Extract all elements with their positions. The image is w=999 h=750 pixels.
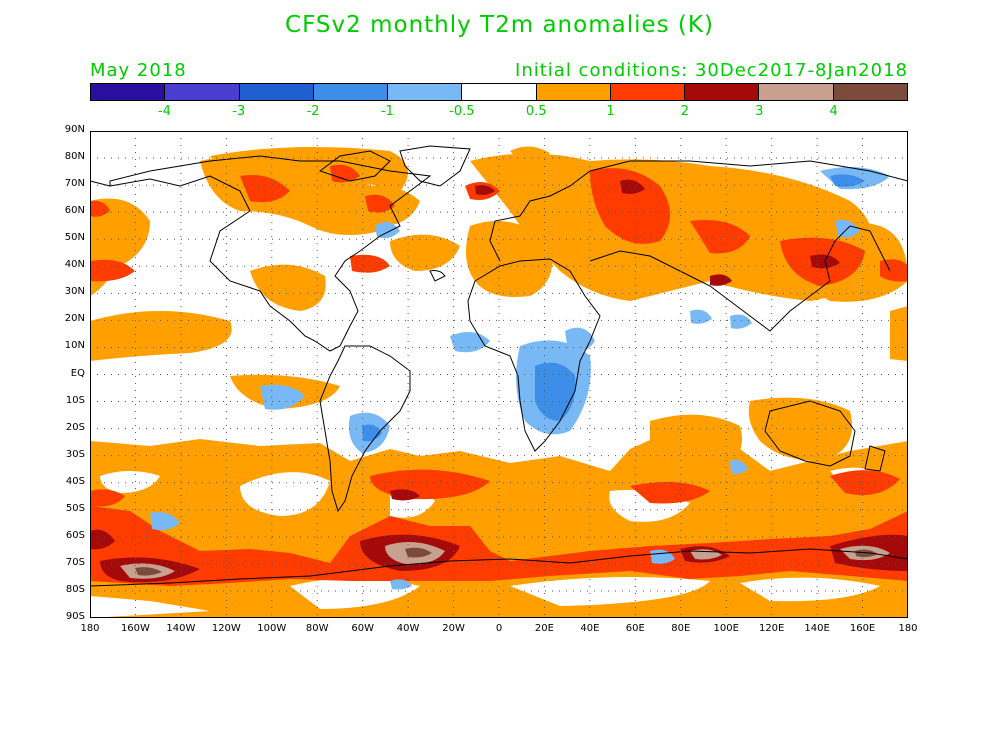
colorbar-swatch <box>833 84 907 100</box>
longitude-label: 120W <box>211 623 241 634</box>
longitude-label: 40E <box>580 623 600 634</box>
anomaly-map-svg <box>90 131 908 618</box>
longitude-label: 100E <box>713 623 739 634</box>
longitude-label: 160W <box>120 623 150 634</box>
longitude-label: 20W <box>442 623 465 634</box>
latitude-label: 50N <box>64 232 85 244</box>
map-title: CFSv2 monthly T2m anomalies (K) <box>285 12 714 38</box>
colorbar-label: -3 <box>232 104 246 119</box>
colorbar-swatch <box>239 84 314 100</box>
latitude-label: 30N <box>64 286 85 298</box>
colorbar-label: -2 <box>306 104 320 119</box>
longitude-label: 180 <box>898 623 918 634</box>
latitude-label: 50S <box>65 502 85 514</box>
colorbar-swatch <box>536 84 611 100</box>
colorbar-swatch <box>759 84 834 100</box>
latitude-label: 80S <box>65 583 85 595</box>
colorbar-label: -4 <box>157 104 171 119</box>
longitude-label: 20E <box>534 623 554 634</box>
latitude-label: 10S <box>65 394 85 406</box>
longitude-label: 140W <box>166 623 196 634</box>
longitude-label: 160E <box>849 623 876 634</box>
colorbar-swatch <box>388 84 463 100</box>
latitude-label: 20N <box>64 313 85 325</box>
longitude-label: 60W <box>351 623 374 634</box>
colorbar-labels: -4 -3 -2 -1 -0.5 0.5 1 2 3 4 <box>90 104 908 122</box>
colorbar <box>90 83 908 101</box>
colorbar-swatch <box>91 84 166 100</box>
longitude-label: 120E <box>758 623 785 634</box>
longitude-label: 140E <box>804 623 830 634</box>
latitude-label: 40S <box>65 475 85 487</box>
latitude-label: 20S <box>65 421 85 433</box>
cool-anomalies <box>150 167 890 590</box>
colorbar-label: 2 <box>680 104 690 119</box>
longitude-label: 80W <box>305 623 329 634</box>
colorbar-swatch <box>313 84 389 100</box>
colorbar-label: 4 <box>829 104 838 119</box>
colorbar-label: -1 <box>380 104 394 119</box>
longitude-label: 40W <box>396 623 420 634</box>
longitude-label: 180 <box>80 623 100 634</box>
colorbar-swatch <box>685 84 760 100</box>
latitude-label: 60S <box>65 529 85 541</box>
latitude-label: 30S <box>65 448 85 460</box>
latitude-label: 90N <box>64 124 85 135</box>
colorbar-label: 0.5 <box>525 104 547 119</box>
longitude-label: 60E <box>625 623 645 634</box>
latitude-label: 90S <box>65 611 85 622</box>
longitude-label: 80E <box>671 623 691 634</box>
colorbar-label: 1 <box>606 104 615 119</box>
longitude-label: 0 <box>495 623 503 634</box>
longitude-label: 100W <box>257 623 287 634</box>
colorbar-swatch <box>462 84 537 100</box>
latitude-label: 40N <box>64 259 85 271</box>
northern-strong <box>90 164 908 286</box>
colorbar-swatch <box>165 84 240 100</box>
initial-conditions: Initial conditions: 30Dec2017-8Jan2018 <box>515 60 908 81</box>
colorbar-swatch <box>610 84 686 100</box>
map-frame <box>90 131 908 618</box>
latitude-label: 60N <box>64 205 85 217</box>
latitude-label: 70S <box>65 556 85 568</box>
forecast-month: May 2018 <box>90 60 187 81</box>
coastlines <box>90 145 908 587</box>
latitude-label: 10N <box>64 340 85 352</box>
colorbar-label: 3 <box>755 104 764 119</box>
anomaly-map <box>90 131 908 618</box>
colorbar-label: -0.5 <box>449 104 475 119</box>
latitude-label: 80N <box>64 151 85 163</box>
latitude-label: EQ <box>70 367 85 379</box>
latitude-label: 70N <box>64 178 85 190</box>
